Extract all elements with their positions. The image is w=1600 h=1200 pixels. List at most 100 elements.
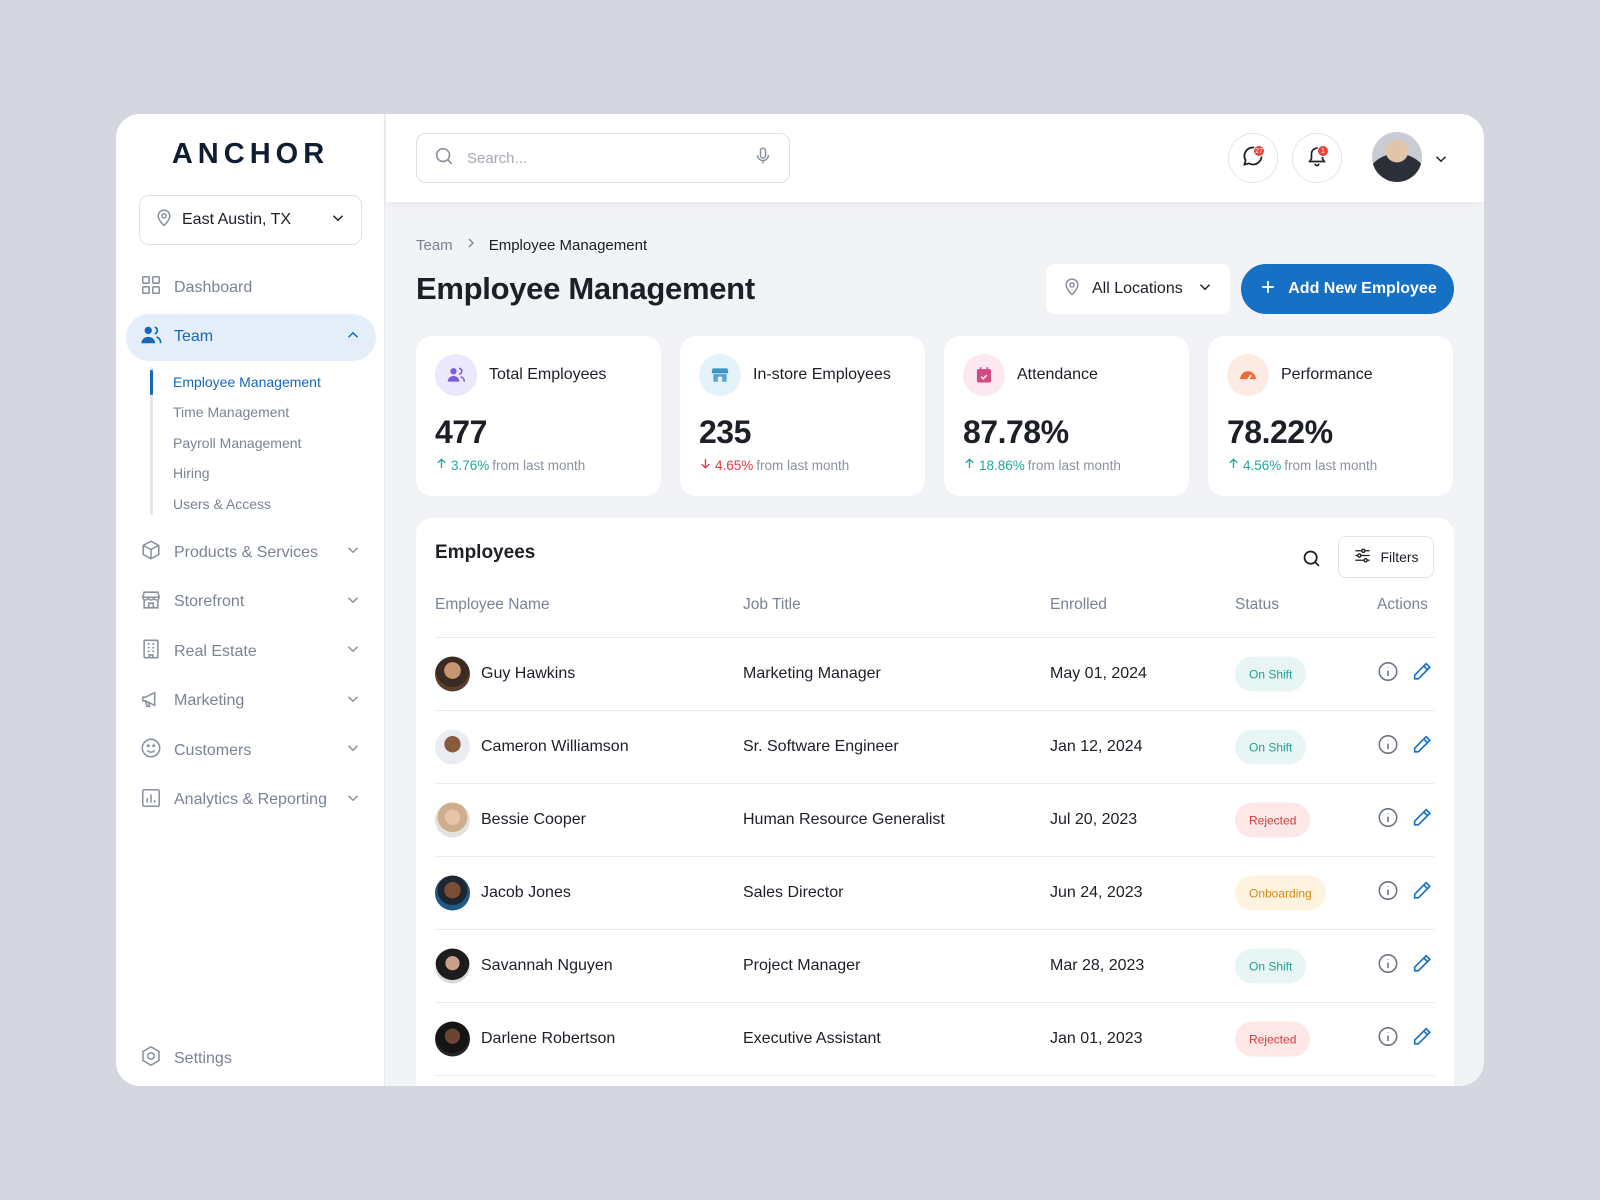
subnav-users-access[interactable]: Users & Access <box>173 495 272 512</box>
sidebar-item-label: Customers <box>174 741 252 759</box>
table-body: Guy Hawkins Marketing Manager May 01, 20… <box>435 638 1434 1076</box>
job-title: Sales Director <box>743 884 844 901</box>
sidebar-item-real-estate[interactable]: Real Estate <box>126 628 376 675</box>
table-row[interactable]: Cameron Williamson Sr. Software Engineer… <box>435 711 1434 784</box>
sidebar-item-team[interactable]: Team <box>126 313 376 361</box>
stat-value: 235 <box>699 414 751 450</box>
brand-logo[interactable]: ANCHOR <box>171 138 330 170</box>
table-row[interactable]: Jacob Jones Sales Director Jun 24, 2023 … <box>435 857 1434 930</box>
table-row[interactable]: Darlene Robertson Executive Assistant Ja… <box>435 1003 1434 1076</box>
avatar <box>435 948 470 984</box>
location-selector[interactable]: East Austin, TX <box>139 195 362 245</box>
table-row[interactable]: Savannah Nguyen Project Manager Mar 28, … <box>435 930 1434 1003</box>
stat-value: 78.22% <box>1227 414 1333 450</box>
chart-icon <box>140 787 162 814</box>
location-filter-dropdown[interactable]: All Locations <box>1046 264 1230 314</box>
location-selector-label: East Austin, TX <box>182 211 292 228</box>
enrolled-date: Jan 01, 2023 <box>1050 1030 1143 1047</box>
status-badge: On Shift <box>1235 656 1307 692</box>
megaphone-icon <box>140 688 162 715</box>
info-icon[interactable] <box>1377 734 1399 761</box>
col-job-title[interactable]: Job Title <box>743 596 801 613</box>
sidebar-item-products-services[interactable]: Products & Services <box>126 529 376 576</box>
breadcrumb-current: Employee Management <box>488 236 648 254</box>
subnav-hiring[interactable]: Hiring <box>173 465 210 482</box>
subnav-time-management[interactable]: Time Management <box>173 404 290 421</box>
search-icon[interactable] <box>1301 548 1322 574</box>
employees-panel: Employees Filters Employee Name Job Titl… <box>416 518 1454 1086</box>
notifications-button[interactable]: 1 <box>1292 133 1342 183</box>
info-icon[interactable] <box>1377 661 1399 688</box>
chevron-down-icon <box>344 739 362 762</box>
avatar <box>435 729 470 765</box>
sidebar-item-analytics-reporting[interactable]: Analytics & Reporting <box>126 777 376 824</box>
enrolled-date: May 01, 2024 <box>1050 665 1147 682</box>
stat-delta-suffix: from last month <box>756 457 850 473</box>
sidebar-item-dashboard[interactable]: Dashboard <box>126 264 376 311</box>
sidebar-item-storefront[interactable]: Storefront <box>126 579 376 626</box>
stat-label: Attendance <box>1017 366 1098 383</box>
search-bar[interactable] <box>416 133 790 183</box>
edit-icon[interactable] <box>1411 880 1433 907</box>
enrolled-date: Jul 20, 2023 <box>1050 811 1138 828</box>
stat-card-performance: Performance 78.22% 4.56% from last month <box>1208 336 1453 496</box>
chevron-down-icon <box>344 640 362 663</box>
employee-name: Darlene Robertson <box>481 1030 616 1047</box>
subnav-employee-management[interactable]: Employee Management <box>150 367 376 398</box>
stat-label: Performance <box>1281 366 1373 383</box>
avatar <box>435 1021 470 1057</box>
microphone-icon[interactable] <box>753 146 773 171</box>
edit-icon[interactable] <box>1411 953 1433 980</box>
arrow-down-icon <box>699 457 712 473</box>
edit-icon[interactable] <box>1411 807 1433 834</box>
add-employee-label: Add New Employee <box>1288 280 1437 297</box>
col-status[interactable]: Status <box>1235 596 1279 613</box>
stat-delta-suffix: from last month <box>1284 457 1378 473</box>
status-badge: Rejected <box>1235 1021 1311 1057</box>
table-row[interactable]: Bessie Cooper Human Resource Generalist … <box>435 784 1434 857</box>
employee-name: Jacob Jones <box>481 884 571 901</box>
sidebar-item-label: Analytics & Reporting <box>174 791 327 808</box>
location-filter-label: All Locations <box>1092 280 1183 297</box>
sidebar-item-customers[interactable]: Customers <box>126 727 376 774</box>
edit-icon[interactable] <box>1411 734 1433 761</box>
sidebar-item-settings[interactable]: Settings <box>140 1045 232 1072</box>
col-enrolled[interactable]: Enrolled <box>1050 596 1107 613</box>
info-icon[interactable] <box>1377 807 1399 834</box>
edit-icon[interactable] <box>1411 661 1433 688</box>
employee-name: Savannah Nguyen <box>481 957 613 974</box>
chevron-down-icon[interactable] <box>1432 150 1450 173</box>
stat-delta: 4.56% <box>1243 457 1282 473</box>
topbar: 27 1 <box>386 114 1484 202</box>
job-title: Marketing Manager <box>743 665 881 682</box>
app-window: ANCHOR East Austin, TX Dashboard Team Em… <box>116 114 1484 1086</box>
settings-label: Settings <box>174 1049 232 1067</box>
grid-icon <box>140 274 162 301</box>
sidebar-item-marketing[interactable]: Marketing <box>126 678 376 725</box>
status-badge: On Shift <box>1235 729 1307 765</box>
filters-button[interactable]: Filters <box>1338 536 1434 578</box>
subnav-payroll-management[interactable]: Payroll Management <box>173 434 302 451</box>
info-icon[interactable] <box>1377 1026 1399 1053</box>
add-employee-button[interactable]: Add New Employee <box>1241 264 1454 314</box>
search-input[interactable] <box>467 149 741 167</box>
messages-button[interactable]: 27 <box>1228 133 1278 183</box>
info-icon[interactable] <box>1377 953 1399 980</box>
user-avatar[interactable] <box>1372 132 1422 182</box>
team-subnav: Employee Management Time Management Payr… <box>150 366 376 520</box>
chevron-down-icon <box>1196 278 1214 301</box>
edit-icon[interactable] <box>1411 1026 1433 1053</box>
col-employee-name[interactable]: Employee Name <box>435 596 550 613</box>
calendar-icon <box>963 354 1005 396</box>
stat-label: Total Employees <box>489 366 607 383</box>
info-icon[interactable] <box>1377 880 1399 907</box>
search-icon <box>433 145 455 172</box>
table-row[interactable]: Guy Hawkins Marketing Manager May 01, 20… <box>435 638 1434 711</box>
stat-card-attendance: Attendance 87.78% 18.86% from last month <box>944 336 1189 496</box>
box-icon <box>140 539 162 566</box>
breadcrumb-team[interactable]: Team <box>416 236 453 254</box>
breadcrumb: Team Employee Management <box>416 235 647 255</box>
arrow-up-icon <box>1227 457 1240 473</box>
enrolled-date: Mar 28, 2023 <box>1050 957 1145 974</box>
sidebar-nav: Dashboard Team Employee Management Time … <box>126 264 376 826</box>
